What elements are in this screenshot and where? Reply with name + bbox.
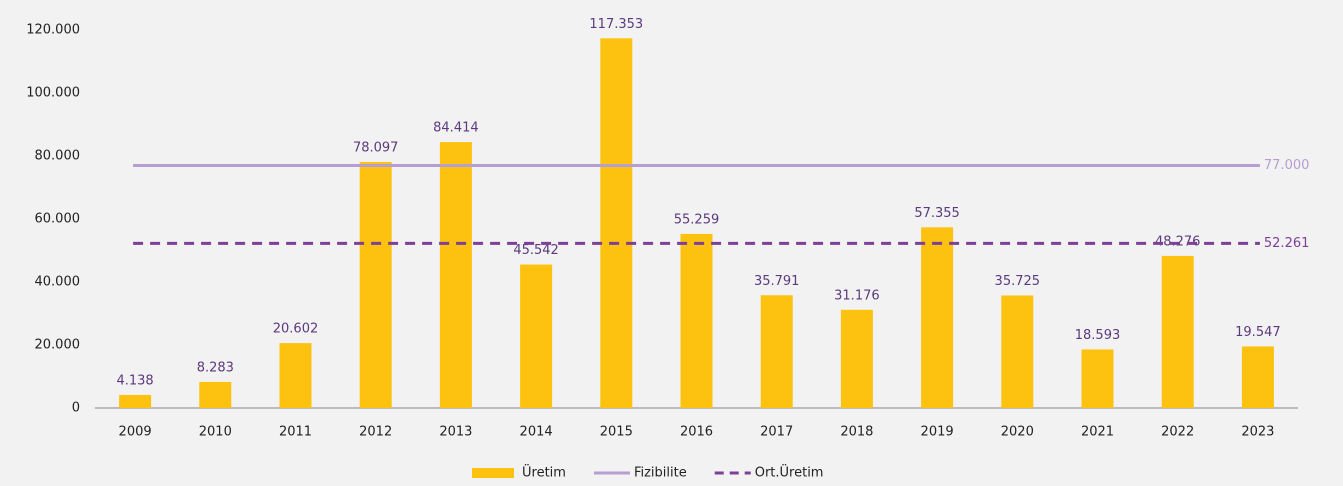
reference-label: 77.000 (1264, 158, 1310, 173)
y-tick-label: 40.000 (35, 275, 81, 290)
bar (1081, 349, 1114, 408)
x-tick-label: 2017 (760, 425, 793, 440)
x-tick-label: 2014 (520, 425, 553, 440)
data-label: 4.138 (116, 373, 153, 388)
x-tick-label: 2023 (1241, 425, 1274, 440)
bar (279, 343, 312, 408)
data-label: 117.353 (589, 17, 643, 32)
x-tick-label: 2013 (439, 425, 472, 440)
x-tick-label: 2020 (1001, 425, 1034, 440)
reference-label: 52.261 (1264, 236, 1310, 251)
data-label: 84.414 (433, 121, 479, 136)
x-tick-label: 2022 (1161, 425, 1194, 440)
y-tick-label: 120.000 (26, 23, 80, 38)
legend-label: Ort.Üretim (755, 464, 824, 481)
legend-label: Fizibilite (634, 466, 687, 481)
y-tick-label: 80.000 (35, 149, 81, 164)
data-label: 78.097 (353, 140, 399, 155)
x-tick-label: 2010 (199, 425, 232, 440)
x-tick-label: 2021 (1081, 425, 1114, 440)
bar (520, 264, 553, 408)
y-tick-label: 0 (72, 401, 80, 416)
data-label: 20.602 (273, 322, 319, 337)
bar (921, 227, 954, 408)
y-tick-label: 100.000 (26, 86, 80, 101)
bar (760, 295, 793, 408)
bar (359, 161, 392, 408)
x-tick-label: 2015 (600, 425, 633, 440)
data-label: 18.593 (1075, 328, 1121, 343)
bar (439, 142, 472, 409)
bar (1001, 295, 1034, 408)
data-label: 55.259 (674, 212, 720, 227)
bar (1241, 346, 1274, 408)
bar (680, 233, 713, 408)
x-tick-label: 2016 (680, 425, 713, 440)
data-label: 19.547 (1235, 325, 1281, 340)
bar (600, 38, 633, 409)
x-tick-label: 2011 (279, 425, 312, 440)
y-tick-label: 60.000 (35, 212, 81, 227)
legend-label: Üretim (522, 464, 566, 481)
bar (1161, 255, 1194, 408)
bar (119, 394, 152, 408)
data-label: 35.725 (995, 274, 1041, 289)
x-tick-label: 2009 (119, 425, 152, 440)
x-tick-label: 2018 (840, 425, 873, 440)
data-label: 8.283 (197, 360, 234, 375)
data-label: 45.542 (513, 243, 559, 258)
x-tick-label: 2012 (359, 425, 392, 440)
bar (199, 381, 232, 408)
data-label: 35.791 (754, 274, 800, 289)
y-tick-label: 20.000 (35, 338, 81, 353)
data-label: 31.176 (834, 288, 880, 303)
bar (840, 309, 873, 408)
data-label: 57.355 (914, 206, 960, 221)
legend-swatch (472, 468, 514, 478)
x-tick-label: 2019 (921, 425, 954, 440)
